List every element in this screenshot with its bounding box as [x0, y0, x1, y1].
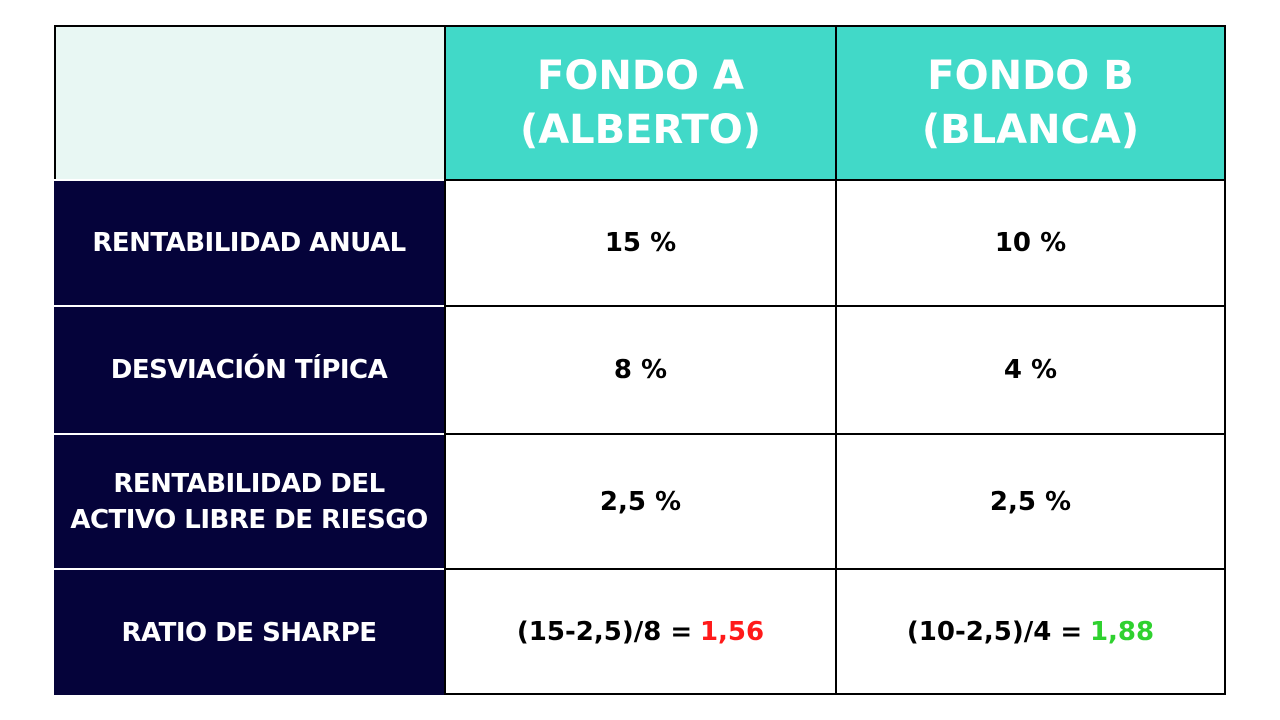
sharpe-result: 1,56 — [699, 616, 765, 647]
corner-cell — [54, 25, 444, 179]
sharpe-result: 1,88 — [1089, 616, 1155, 647]
column-header: FONDO A (ALBERTO) — [444, 25, 835, 179]
formula: (15-2,5)/8 = — [516, 616, 693, 647]
value-cell: 15 % — [444, 179, 835, 305]
sharpe-cell: (10-2,5)/4 = 1,88 — [835, 568, 1226, 695]
row-label: RENTABILIDAD DEL ACTIVO LIBRE DE RIESGO — [54, 433, 444, 568]
row-label: RENTABILIDAD ANUAL — [54, 179, 444, 305]
row-label: DESVIACIÓN TÍPICA — [54, 305, 444, 433]
value-cell: 4 % — [835, 305, 1226, 433]
comparison-table: FONDO A (ALBERTO) FONDO B (BLANCA) RENTABI… — [54, 25, 1226, 695]
value-cell: 2,5 % — [835, 433, 1226, 568]
value-cell: 10 % — [835, 179, 1226, 305]
formula: (10-2,5)/4 = — [906, 616, 1083, 647]
column-header: FONDO B (BLANCA) — [835, 25, 1226, 179]
sharpe-cell: (15-2,5)/8 = 1,56 — [444, 568, 835, 695]
value-cell: 8 % — [444, 305, 835, 433]
row-label: RATIO DE SHARPE — [54, 568, 444, 695]
value-cell: 2,5 % — [444, 433, 835, 568]
